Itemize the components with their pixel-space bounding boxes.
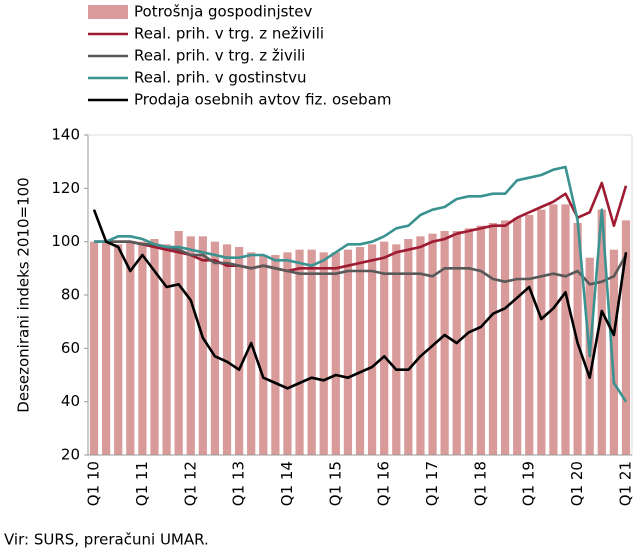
bar: [621, 220, 631, 455]
bar: [102, 241, 111, 455]
bar: [513, 217, 522, 455]
bar: [355, 247, 365, 455]
bar: [247, 252, 256, 455]
y-tick-label: 80: [61, 286, 80, 304]
y-tick-label: 120: [51, 179, 80, 197]
bar: [488, 223, 498, 455]
y-tick-label: 60: [61, 339, 80, 357]
line: [94, 240, 628, 286]
legend-label: Real. prih. v trg. z neživili: [134, 25, 324, 43]
y-tick-label: 40: [61, 392, 80, 410]
bar: [283, 252, 292, 455]
source-note: Vir: SURS, preračuni UMAR.: [4, 531, 209, 549]
bar: [597, 209, 606, 455]
bar: [259, 255, 268, 455]
bar: [114, 244, 123, 455]
bar: [307, 249, 316, 455]
bar: [331, 252, 340, 455]
line: [92, 209, 628, 390]
x-tick-label: Q1 20: [568, 461, 586, 506]
bar: [271, 255, 280, 455]
legend-label: Prodaja osebnih avtov fiz. osebam: [134, 91, 392, 109]
bar: [89, 241, 99, 455]
x-tick-label: Q1 12: [181, 461, 199, 506]
line: [94, 181, 628, 273]
legend-swatch: [88, 5, 128, 19]
bar: [343, 249, 353, 455]
bar: [500, 220, 510, 455]
bar: [126, 241, 135, 455]
bar: [198, 236, 207, 455]
bar: [609, 249, 618, 455]
bar: [404, 239, 413, 455]
x-tick-label: Q1 19: [520, 461, 538, 506]
bar: [440, 231, 449, 455]
bar: [295, 249, 304, 455]
x-tick-label: Q1 10: [85, 461, 103, 506]
bar: [138, 241, 147, 455]
bar: [222, 244, 232, 455]
x-tick-label: Q1 13: [230, 461, 248, 506]
bar: [235, 247, 244, 455]
x-tick-label: Q1 17: [423, 461, 441, 506]
bar: [549, 204, 558, 455]
bar: [319, 252, 328, 455]
bar: [464, 228, 473, 455]
bar: [537, 209, 546, 455]
y-axis-label: Desezonirani indeks 2010=100: [15, 177, 33, 412]
legend-label: Real. prih. v trg. z živili: [134, 47, 305, 65]
bar: [525, 215, 534, 455]
bar: [380, 241, 389, 455]
x-tick-label: Q1 21: [616, 461, 634, 506]
bar: [210, 241, 220, 455]
bar: [476, 225, 485, 455]
bar: [367, 244, 377, 455]
bar: [561, 204, 570, 455]
legend-label: Real. prih. v gostinstvu: [134, 69, 307, 87]
line: [94, 165, 628, 403]
bar: [416, 236, 425, 455]
x-tick-label: Q1 15: [326, 461, 344, 506]
bar: [150, 239, 159, 455]
y-tick-label: 20: [61, 446, 80, 464]
y-tick-label: 100: [51, 232, 80, 250]
x-tick-label: Q1 14: [278, 461, 296, 506]
legend-label: Potrošnja gospodinjstev: [134, 3, 313, 21]
bar: [174, 231, 183, 455]
bar: [392, 244, 401, 455]
x-tick-label: Q1 11: [133, 461, 151, 506]
x-tick-label: Q1 16: [375, 461, 393, 506]
x-tick-label: Q1 18: [471, 461, 489, 506]
y-tick-label: 140: [51, 126, 80, 144]
bar: [162, 244, 171, 455]
bar: [186, 236, 195, 455]
